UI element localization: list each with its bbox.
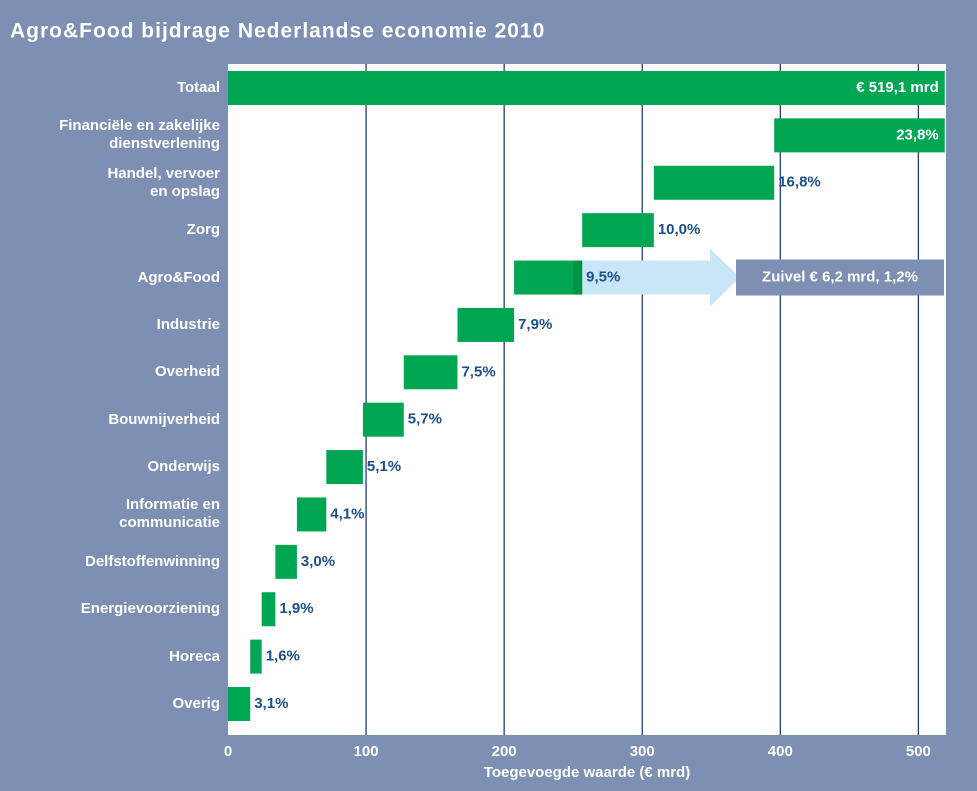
bar [457, 307, 515, 342]
bar [261, 592, 276, 627]
bar [250, 639, 262, 674]
chart-title: Agro&Food bijdrage Nederlandse economie … [10, 20, 545, 43]
bar [275, 544, 297, 579]
data-label: 16,8% [778, 174, 821, 191]
x-tick-label: 100 [354, 743, 379, 760]
category-label: Zorg [186, 221, 220, 239]
bar [228, 71, 945, 105]
x-tick-label: 300 [630, 743, 655, 760]
bar [653, 165, 775, 200]
bar [582, 213, 654, 248]
data-label: 7,9% [518, 316, 552, 333]
category-label: Overig [172, 695, 220, 712]
category-label: Energievoorziening [80, 600, 220, 618]
plot-area [228, 64, 946, 735]
data-label: 23,8% [896, 126, 939, 143]
category-label: Handel, vervoer en opslag [107, 164, 220, 200]
annotation: Zuivel € 6,2 mrd, 1,2% [762, 269, 918, 286]
data-label: 4,1% [330, 505, 364, 522]
bar [774, 118, 945, 153]
data-label: 1,9% [279, 600, 313, 617]
data-label: 5,7% [408, 411, 442, 428]
annotation-box [736, 259, 944, 296]
bar [228, 687, 251, 721]
category-label: Onderwijs [147, 458, 220, 476]
data-label: 10,0% [658, 221, 701, 238]
data-label: 5,1% [367, 458, 401, 475]
bar [296, 497, 327, 532]
category-label: Horeca [169, 647, 220, 665]
data-label: 9,5% [586, 269, 620, 286]
category-label: Informatie en communicatie [119, 496, 220, 532]
category-label: Bouwnijverheid [108, 410, 220, 428]
data-label: 3,0% [301, 553, 335, 570]
x-tick-label: 0 [224, 743, 232, 760]
category-label: Financiële en zakelijke dienstverlening [59, 117, 220, 153]
data-label: € 519,1 mrd [856, 79, 939, 96]
x-axis-title: Toegevoegde waarde (€ mrd) [484, 764, 690, 781]
data-label: 3,1% [254, 695, 288, 712]
data-label: 1,6% [266, 648, 300, 665]
category-label: Delfstoffenwinning [85, 552, 220, 570]
category-label: Industrie [156, 315, 220, 333]
bar [403, 355, 458, 390]
bar [362, 402, 404, 437]
data-label: 7,5% [461, 363, 495, 380]
x-tick-label: 500 [906, 743, 931, 760]
bar [326, 450, 363, 485]
category-label: Agro&Food [137, 268, 220, 286]
x-tick-label: 400 [768, 743, 793, 760]
category-label: Overheid [154, 363, 220, 381]
highlight-bar [573, 260, 583, 295]
bar [514, 260, 583, 295]
arrow [582, 248, 740, 307]
category-label: Totaal [176, 79, 220, 96]
x-tick-label: 200 [492, 743, 517, 760]
